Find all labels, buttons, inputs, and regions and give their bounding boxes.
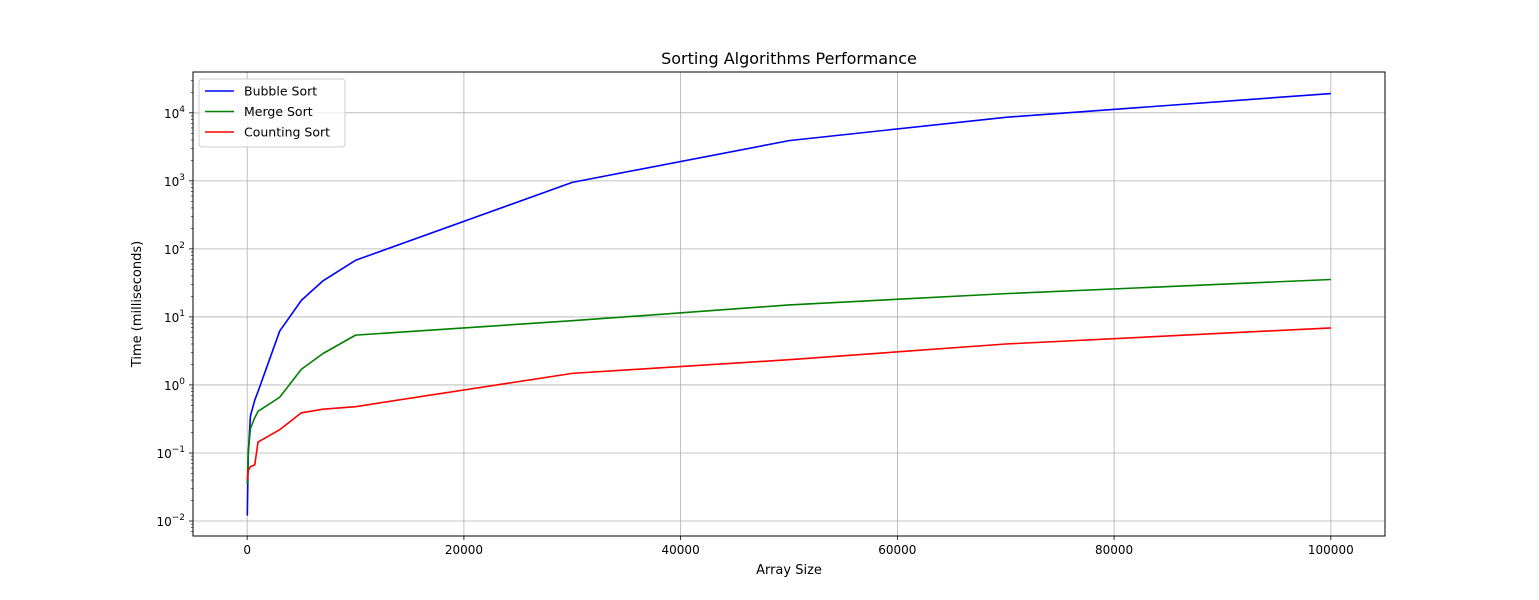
- series-line-merge-sort: [246, 278, 1331, 485]
- y-tick-label-exponent: 3: [179, 173, 185, 183]
- chart-title: Sorting Algorithms Performance: [661, 49, 917, 68]
- x-tick-label: 80000: [1095, 543, 1133, 557]
- y-tick-label-exponent: 1: [179, 309, 185, 319]
- plot-frame: [192, 71, 1386, 537]
- y-tick-label-base: 10: [164, 243, 179, 257]
- y-tick-label-base: 10: [164, 311, 179, 325]
- y-tick-label: 100: [164, 377, 185, 393]
- y-tick-label-exponent: 0: [179, 377, 185, 387]
- legend-label: Counting Sort: [244, 125, 330, 140]
- y-tick-label: 10−2: [156, 513, 185, 529]
- legend: Bubble Sort Merge Sort Counting Sort: [198, 78, 346, 148]
- y-tick-label: 104: [164, 105, 185, 121]
- y-tick-label: 103: [164, 173, 185, 189]
- series-line-counting-sort: [246, 327, 1331, 481]
- y-tick-label-exponent: −2: [172, 513, 185, 523]
- legend-label: Bubble Sort: [244, 84, 317, 99]
- x-tick-label: 0: [243, 543, 251, 557]
- y-tick-label-base: 10: [156, 515, 171, 529]
- x-axis-ticks: 0 20000 40000 60000 80000 100000: [243, 536, 1354, 557]
- grid-lines: [193, 72, 1385, 536]
- y-tick-label-exponent: 4: [179, 105, 185, 115]
- y-tick-label-base: 10: [164, 379, 179, 393]
- y-tick-label-exponent: 2: [179, 241, 185, 251]
- y-tick-label: 102: [164, 241, 185, 257]
- y-tick-label-base: 10: [164, 175, 179, 189]
- legend-label: Merge Sort: [244, 104, 313, 119]
- y-tick-label: 10−1: [156, 445, 185, 461]
- y-tick-label-base: 10: [156, 447, 171, 461]
- series-line-bubble-sort: [246, 92, 1331, 516]
- series-lines: [246, 92, 1331, 516]
- x-tick-label: 100000: [1308, 543, 1354, 557]
- plot-area-background: [193, 72, 1385, 536]
- y-tick-label: 101: [164, 309, 185, 325]
- legend-box: [198, 78, 346, 148]
- x-axis-label: Array Size: [756, 563, 822, 578]
- y-tick-label-exponent: −1: [172, 445, 185, 455]
- x-tick-label: 20000: [445, 543, 483, 557]
- x-tick-label: 60000: [878, 543, 916, 557]
- x-tick-label: 40000: [662, 543, 700, 557]
- y-axis-label: Time (milliseconds): [130, 241, 145, 368]
- y-tick-label-base: 10: [164, 107, 179, 121]
